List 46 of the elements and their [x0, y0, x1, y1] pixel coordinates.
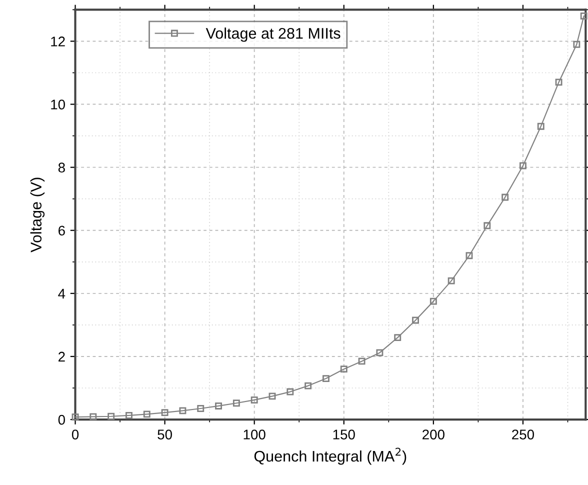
y-tick-label: 6: [58, 226, 65, 236]
point: [394, 334, 402, 342]
point: [161, 409, 168, 416]
point: [555, 78, 562, 86]
point: [358, 358, 366, 365]
x-tick-label: 150: [333, 430, 355, 440]
y-tick-label: 0: [58, 414, 65, 425]
point: [215, 402, 222, 410]
x-tick-label: 0: [72, 430, 79, 440]
point: [197, 405, 204, 412]
point: [72, 414, 79, 420]
point: [519, 162, 526, 170]
point: [143, 410, 150, 418]
point: [484, 222, 491, 230]
point: [250, 396, 258, 404]
x-tick-label: 100: [244, 430, 266, 440]
point: [108, 412, 115, 420]
y-tick-label: 10: [51, 100, 65, 110]
point: [179, 407, 186, 414]
point: [322, 375, 330, 382]
point: [268, 392, 276, 400]
point: [573, 40, 580, 48]
x-tick-label: 250: [512, 430, 534, 440]
point: [580, 12, 588, 20]
point: [537, 122, 544, 130]
point: [502, 194, 509, 201]
point: [448, 277, 455, 284]
point: [90, 413, 97, 420]
point: [376, 349, 384, 356]
x-axis-title: Quench Integral (MA$^{2}$): [254, 448, 406, 465]
legend-label: Voltage at 281 MIIts: [206, 28, 340, 42]
point: [412, 316, 419, 324]
x-tick-label: 50: [158, 430, 172, 440]
point: [466, 252, 473, 260]
point: [286, 388, 294, 396]
point: [304, 382, 312, 390]
point: [126, 412, 132, 419]
y-tick-label: 8: [58, 162, 65, 172]
y-tick-label: 2: [58, 352, 65, 362]
y-tick-label: 4: [58, 288, 66, 298]
y-axis-title: Voltage (V): [30, 178, 45, 252]
point: [430, 298, 437, 305]
x-tick-label: 200: [422, 430, 444, 440]
point: [232, 400, 240, 407]
y-tick-label: 12: [51, 36, 65, 46]
point: [340, 366, 348, 373]
